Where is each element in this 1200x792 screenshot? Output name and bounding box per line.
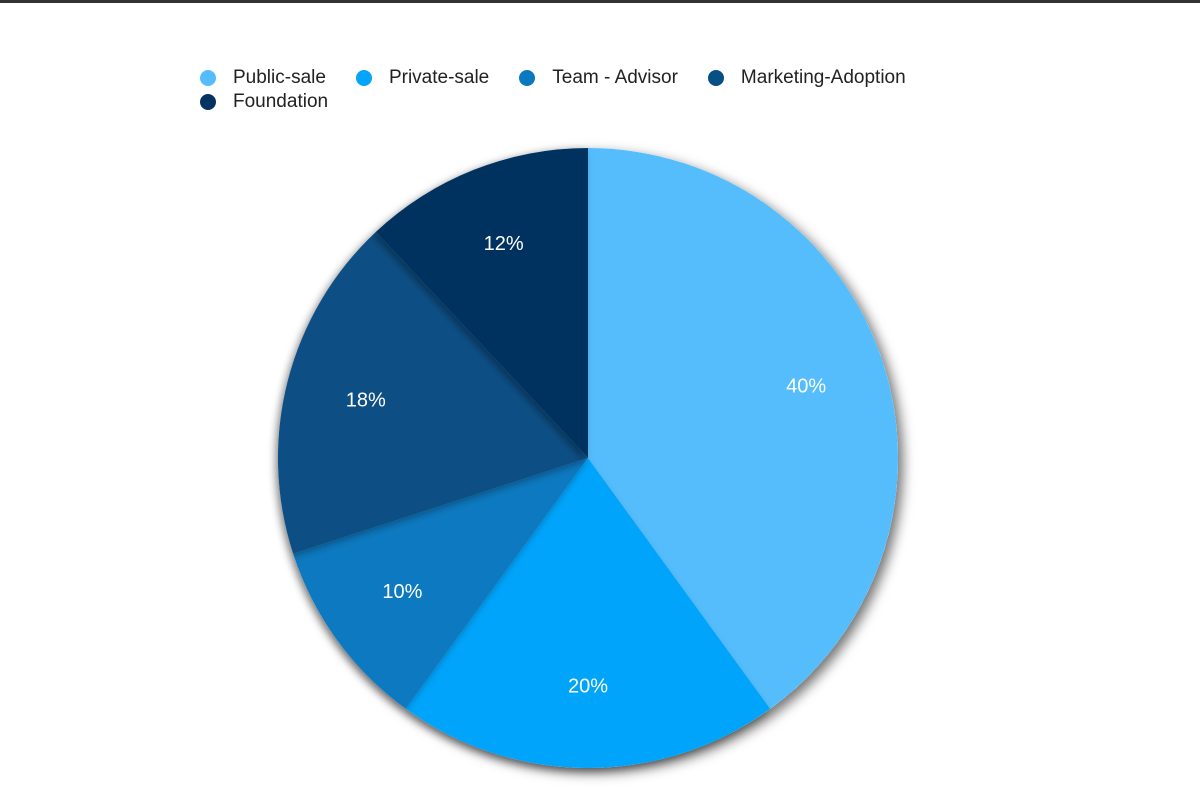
pie-data-label: 10% xyxy=(382,581,422,603)
pie-slices xyxy=(277,148,899,769)
pie-data-labels: 40% 20% 10% 18% 12% xyxy=(346,233,827,698)
pie-data-label: 18% xyxy=(346,389,386,411)
chart-legend: Public-sale Private-sale Team - Advisor Mar… xyxy=(200,67,1020,112)
pie-slice xyxy=(375,148,588,458)
legend-item: Foundation xyxy=(200,91,329,112)
pie-data-label: 12% xyxy=(484,233,524,255)
legend-item: Private-sale xyxy=(355,67,490,88)
legend-swatch xyxy=(200,94,216,110)
legend-swatch xyxy=(519,70,536,86)
pie-data-label: 40% xyxy=(786,375,826,397)
pie-slice xyxy=(405,458,771,769)
legend-item: Public-sale xyxy=(200,67,326,88)
legend-swatch xyxy=(707,70,724,86)
pie-slice xyxy=(293,458,588,709)
legend-swatch xyxy=(355,70,372,86)
legend-label: Public-sale xyxy=(233,67,326,88)
legend-item: Team - Advisor xyxy=(519,67,678,88)
legend-label: Team - Advisor xyxy=(552,67,678,88)
legend-swatch xyxy=(200,70,216,86)
top-border-line xyxy=(0,0,1200,3)
pie-slice xyxy=(588,148,899,709)
pie-data-label: 20% xyxy=(568,676,608,698)
legend-item: Marketing-Adoption xyxy=(707,67,906,88)
legend-label: Foundation xyxy=(233,91,329,112)
legend-label: Private-sale xyxy=(388,67,490,88)
pie-slice xyxy=(277,232,588,554)
legend-label: Marketing-Adoption xyxy=(740,67,906,88)
